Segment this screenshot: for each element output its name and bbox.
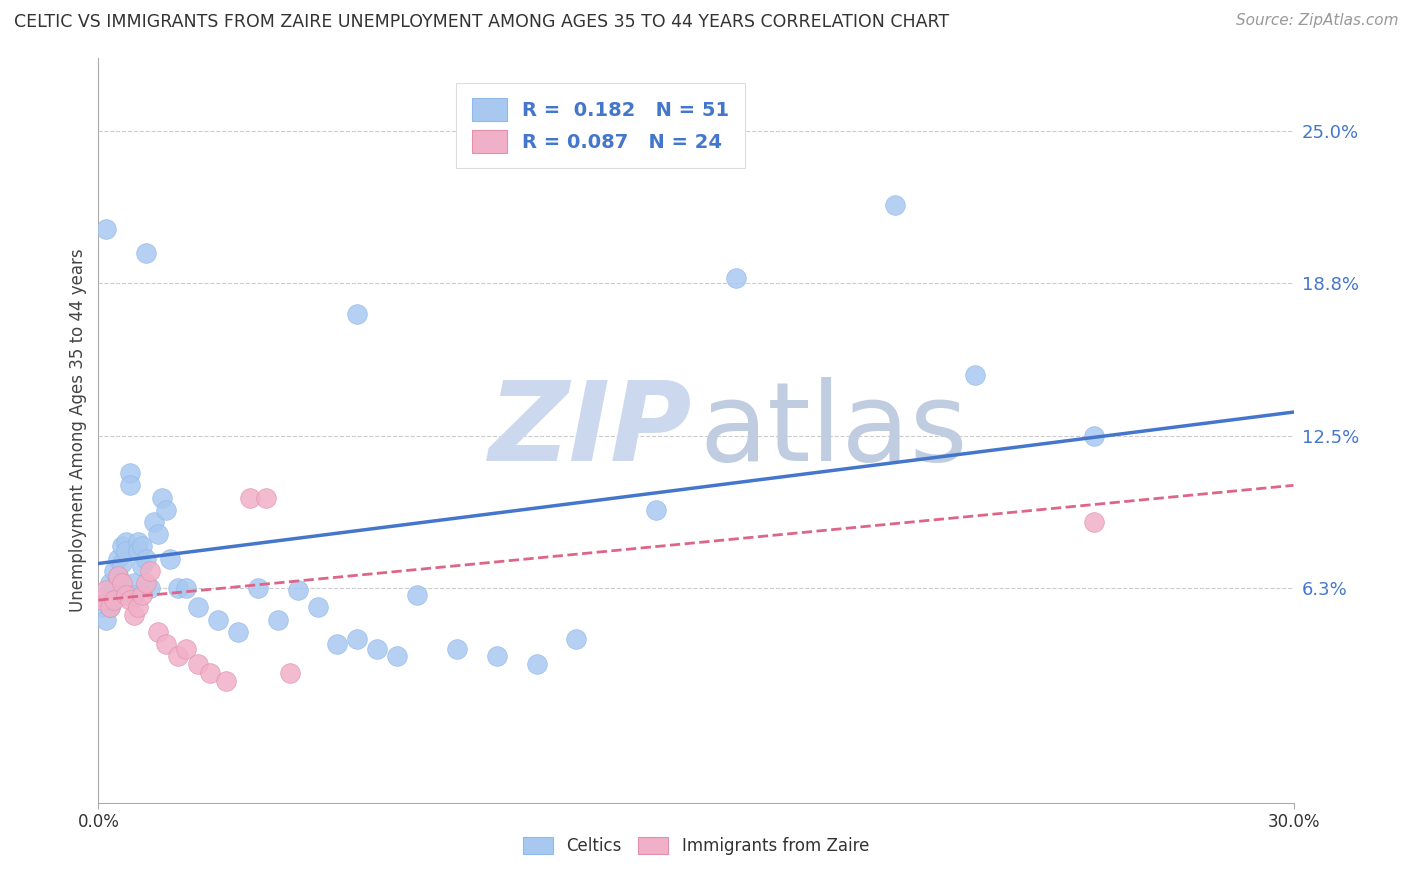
Point — [226, 624, 249, 639]
Point — [111, 540, 134, 554]
Point — [135, 246, 157, 260]
Point — [307, 600, 329, 615]
Point — [124, 607, 146, 622]
Point — [1083, 515, 1105, 529]
Point — [127, 534, 149, 549]
Point — [107, 568, 129, 582]
Point — [115, 544, 138, 558]
Legend: Celtics, Immigrants from Zaire: Celtics, Immigrants from Zaire — [516, 830, 876, 862]
Point — [124, 576, 146, 591]
Point — [91, 593, 114, 607]
Point — [127, 544, 149, 558]
Point — [96, 613, 118, 627]
Point — [124, 588, 146, 602]
Point — [155, 637, 177, 651]
Text: Source: ZipAtlas.com: Source: ZipAtlas.com — [1236, 13, 1399, 29]
Point — [127, 600, 149, 615]
Point — [96, 222, 118, 236]
Point — [148, 527, 170, 541]
Point — [366, 642, 388, 657]
Point — [103, 593, 125, 607]
Point — [98, 600, 122, 615]
Point — [246, 581, 269, 595]
Point — [346, 307, 368, 321]
Point — [131, 540, 153, 554]
Point — [385, 649, 409, 664]
Point — [143, 515, 166, 529]
Y-axis label: Unemployment Among Ages 35 to 44 years: Unemployment Among Ages 35 to 44 years — [69, 249, 87, 612]
Point — [174, 642, 197, 657]
Point — [884, 197, 907, 211]
Point — [96, 583, 118, 598]
Point — [446, 642, 468, 657]
Point — [107, 551, 129, 566]
Point — [174, 581, 197, 595]
Point — [198, 666, 221, 681]
Point — [120, 593, 142, 607]
Point — [148, 624, 170, 639]
Point — [131, 588, 153, 602]
Point — [565, 632, 588, 647]
Point — [115, 588, 138, 602]
Point — [187, 600, 209, 615]
Point — [111, 557, 134, 571]
Point — [963, 368, 986, 383]
Point — [187, 657, 209, 671]
Point — [120, 478, 142, 492]
Text: ZIP: ZIP — [489, 377, 692, 483]
Point — [254, 491, 277, 505]
Text: atlas: atlas — [700, 377, 969, 483]
Point — [167, 581, 190, 595]
Point — [111, 576, 134, 591]
Text: CELTIC VS IMMIGRANTS FROM ZAIRE UNEMPLOYMENT AMONG AGES 35 TO 44 YEARS CORRELATI: CELTIC VS IMMIGRANTS FROM ZAIRE UNEMPLOY… — [14, 13, 949, 31]
Point — [131, 558, 153, 573]
Point — [167, 649, 190, 664]
Point — [98, 576, 122, 591]
Point — [278, 666, 301, 681]
Point — [267, 613, 290, 627]
Point — [120, 466, 142, 480]
Point — [1083, 429, 1105, 443]
Point — [91, 600, 114, 615]
Point — [135, 551, 157, 566]
Point — [139, 581, 162, 595]
Point — [207, 613, 229, 627]
Point — [346, 632, 368, 647]
Point — [159, 551, 181, 566]
Point — [406, 588, 429, 602]
Point — [150, 491, 173, 505]
Point — [135, 576, 157, 591]
Point — [724, 270, 747, 285]
Point — [155, 502, 177, 516]
Point — [139, 564, 162, 578]
Point — [287, 583, 309, 598]
Point — [107, 568, 129, 582]
Point — [485, 649, 508, 664]
Point — [326, 637, 349, 651]
Point — [215, 673, 238, 688]
Point — [96, 588, 118, 602]
Point — [115, 534, 138, 549]
Point — [103, 581, 125, 595]
Point — [103, 564, 125, 578]
Point — [645, 502, 668, 516]
Point — [526, 657, 548, 671]
Point — [98, 600, 122, 615]
Point — [239, 491, 262, 505]
